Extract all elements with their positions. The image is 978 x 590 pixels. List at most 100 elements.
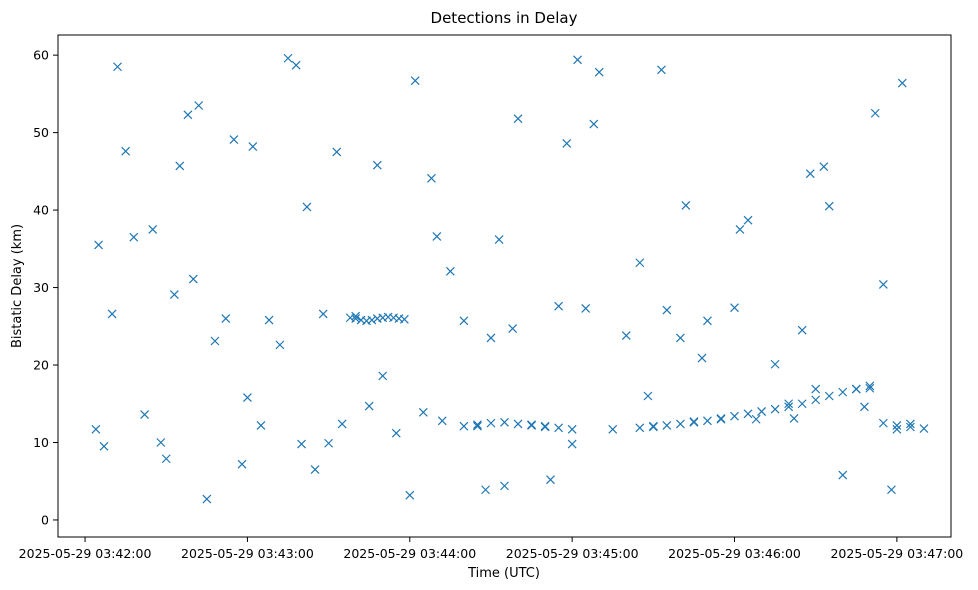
x-tick-label: 2025-05-29 03:43:00 <box>181 546 314 561</box>
data-point <box>540 422 550 432</box>
data-point <box>730 303 739 313</box>
data-point <box>689 417 699 427</box>
data-point <box>486 418 496 428</box>
data-point <box>486 333 496 343</box>
y-tick-label: 20 <box>33 358 49 373</box>
data-point <box>703 416 712 426</box>
data-point <box>703 316 712 326</box>
data-point <box>635 258 645 268</box>
data-point <box>337 419 347 429</box>
data-point <box>221 314 231 323</box>
data-point <box>675 419 685 429</box>
data-point <box>445 266 455 276</box>
x-axis-ticks: 2025-05-29 03:42:00 2025-05-29 03:43:00 20… <box>19 537 963 561</box>
x-axis-label: Time (UTC) <box>467 566 540 581</box>
data-point <box>789 414 799 423</box>
data-point <box>887 485 896 495</box>
y-axis-label: Bistatic Delay (km) <box>10 224 25 348</box>
data-point <box>905 419 915 429</box>
data-point <box>175 161 185 171</box>
data-point <box>229 135 239 145</box>
data-point <box>865 381 875 391</box>
data-point <box>399 314 409 324</box>
data-point <box>367 315 377 325</box>
data-point <box>372 160 382 170</box>
data-point <box>770 404 780 414</box>
data-point <box>351 314 361 323</box>
data-point <box>129 232 139 242</box>
data-point <box>635 423 645 433</box>
data-point <box>657 65 666 75</box>
x-tick-label: 2025-05-29 03:47:00 <box>830 546 963 561</box>
data-point <box>608 424 618 434</box>
data-point <box>784 402 794 412</box>
data-point <box>275 340 285 350</box>
data-point <box>589 119 599 129</box>
data-point <box>113 62 122 72</box>
data-point <box>161 454 171 464</box>
data-point <box>99 441 109 451</box>
data-point <box>851 384 861 394</box>
x-tick-label: 2025-05-29 03:44:00 <box>343 546 476 561</box>
data-point <box>283 53 293 63</box>
data-point <box>675 333 685 343</box>
data-point <box>594 67 604 77</box>
data-point <box>169 290 179 299</box>
x-tick-label: 2025-05-29 03:42:00 <box>19 546 152 561</box>
data-point <box>432 231 442 241</box>
data-point <box>919 424 929 433</box>
data-point <box>573 55 582 65</box>
data-point <box>121 146 131 156</box>
data-point <box>743 215 753 225</box>
data-point <box>297 439 306 449</box>
data-point <box>183 110 193 120</box>
data-point <box>310 465 320 475</box>
data-point <box>581 304 591 313</box>
data-point <box>838 387 848 397</box>
data-point <box>562 139 572 148</box>
data-point <box>527 421 536 430</box>
data-point <box>459 421 469 431</box>
data-point <box>905 422 915 432</box>
data-point <box>824 391 834 401</box>
data-point <box>546 475 555 485</box>
data-point <box>202 494 212 504</box>
data-point <box>648 422 658 432</box>
data-point <box>797 399 807 409</box>
data-point <box>364 401 374 411</box>
data-point <box>513 419 523 429</box>
data-point <box>643 391 653 401</box>
data-point <box>237 459 247 469</box>
data-point <box>148 225 158 234</box>
data-point <box>494 235 504 244</box>
data-point <box>757 407 767 416</box>
y-tick-label: 30 <box>33 280 49 295</box>
y-tick-label: 0 <box>41 512 49 527</box>
data-point <box>210 336 220 346</box>
data-point <box>410 76 420 86</box>
data-point <box>248 142 258 151</box>
data-point <box>681 201 691 210</box>
data-point <box>797 325 807 335</box>
data-point <box>554 423 564 433</box>
data-point <box>437 416 447 426</box>
chart-title: Detections in Delay <box>431 9 578 27</box>
data-point <box>473 420 482 430</box>
data-point <box>859 402 869 412</box>
data-point <box>730 411 739 421</box>
data-point <box>811 384 821 394</box>
data-point <box>697 353 707 363</box>
data-point <box>878 280 888 289</box>
data-point <box>107 309 117 319</box>
data-point <box>824 201 834 211</box>
data-point <box>188 274 198 284</box>
data-point <box>735 225 745 234</box>
data-point <box>459 316 469 326</box>
data-point <box>892 421 902 430</box>
data-point <box>418 407 428 417</box>
data-point <box>427 173 436 183</box>
data-point <box>500 417 509 427</box>
data-point <box>508 324 518 334</box>
